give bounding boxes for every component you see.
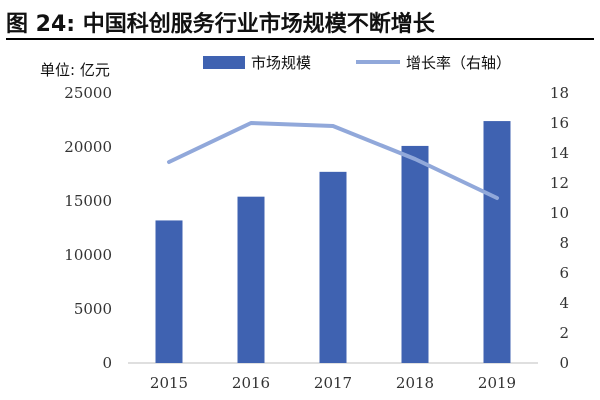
y-left-tick-label: 10000 xyxy=(64,246,112,264)
y-right-tick-label: 2 xyxy=(559,324,569,342)
y-right-tick-label: 12 xyxy=(550,174,569,192)
figure-header: 图 24: 中国科创服务行业市场规模不断增长 xyxy=(6,4,594,40)
y-left-tick-label: 0 xyxy=(102,354,112,372)
x-tick-label: 2019 xyxy=(478,374,516,392)
x-axis: 2015 2016 2017 2018 2019 xyxy=(150,374,516,392)
y-right-tick-label: 14 xyxy=(550,144,569,162)
bar-2016 xyxy=(237,196,265,363)
growth-rate-point-2017 xyxy=(331,124,335,128)
y-left-tick-label: 5000 xyxy=(74,300,112,318)
y-right-tick-label: 6 xyxy=(559,264,569,282)
legend: 市场规模 增长率（右轴） xyxy=(203,54,511,72)
growth-rate-point-2016 xyxy=(249,121,253,125)
y-left-tick-label: 20000 xyxy=(64,138,112,156)
y-right-tick-label: 4 xyxy=(559,294,569,312)
x-tick-label: 2015 xyxy=(150,374,188,392)
growth-rate-point-2019 xyxy=(495,196,499,200)
figure-title: 图 24: 中国科创服务行业市场规模不断增长 xyxy=(6,12,435,37)
legend-label-bar: 市场规模 xyxy=(251,54,311,72)
y-right-tick-label: 8 xyxy=(559,234,569,252)
y-axis-left: 0 5000 10000 15000 20000 25000 xyxy=(64,84,112,372)
y-right-tick-label: 18 xyxy=(550,84,569,102)
growth-rate-point-2015 xyxy=(167,160,171,164)
y-right-tick-label: 10 xyxy=(550,204,569,222)
growth-rate-point-2018 xyxy=(413,157,417,161)
y-right-tick-label: 0 xyxy=(559,354,569,372)
bar-series xyxy=(155,121,511,363)
y-axis-right: 0 2 4 6 8 10 12 14 16 18 xyxy=(550,84,569,372)
x-tick-label: 2017 xyxy=(314,374,352,392)
y-right-tick-label: 16 xyxy=(550,114,569,132)
bar-2019 xyxy=(483,121,511,363)
y-left-tick-label: 25000 xyxy=(64,84,112,102)
x-tick-label: 2016 xyxy=(232,374,270,392)
y-left-tick-label: 15000 xyxy=(64,192,112,210)
legend-label-line: 增长率（右轴） xyxy=(406,54,511,72)
bar-2017 xyxy=(319,171,347,363)
bar-2018 xyxy=(401,145,429,363)
unit-label: 单位: 亿元 xyxy=(40,61,110,79)
x-tick-label: 2018 xyxy=(396,374,434,392)
legend-swatch-bar xyxy=(203,56,245,69)
bar-2015 xyxy=(155,220,183,363)
line-series xyxy=(167,121,499,200)
